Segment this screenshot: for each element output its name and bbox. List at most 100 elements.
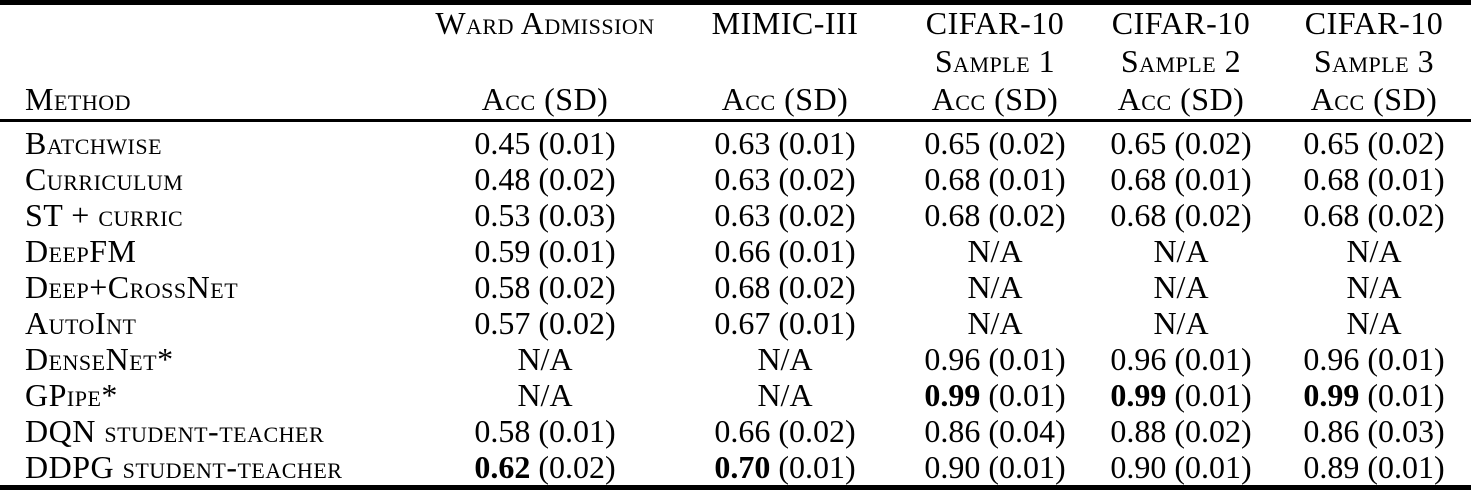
sd-value: (0.02) [988,196,1066,233]
accuracy-value: 0.68 [924,196,981,233]
accuracy-value: N/A [757,376,813,413]
column-header: Acc (SD) [931,81,1059,118]
accuracy-value: 0.90 [924,448,981,485]
sd-value: (0.02) [1174,196,1252,233]
accuracy-value: 0.89 [1303,448,1360,485]
value-cell: 0.68 (0.02) [1085,197,1277,233]
value-cell: 0.68 (0.02) [905,197,1085,233]
method-cell: GPipe* [25,376,118,413]
value-cell: 0.66 (0.02) [665,413,905,449]
table-row: DenseNet* N/A N/A 0.96 (0.01) 0.96 (0.01) 0.9… [0,341,1471,377]
accuracy-value: 0.99 [1303,376,1360,413]
sd-value: (0.01) [988,160,1066,197]
header-row-1: Ward Admission MIMIC-III CIFAR-10 CIFAR-10 C… [0,3,1471,43]
value-cell: 0.58 (0.02) [425,269,665,305]
accuracy-value: N/A [517,340,573,377]
value-cell: N/A [425,341,665,377]
value-cell: N/A [1277,305,1471,341]
value-cell: 0.86 (0.04) [905,413,1085,449]
value-cell: 0.66 (0.01) [665,233,905,269]
accuracy-value: 0.58 [474,268,531,305]
sd-value: (0.01) [1174,340,1252,377]
sd-value: (0.01) [1367,376,1445,413]
table-row: ST + curric 0.53 (0.03) 0.63 (0.02) 0.68 (0… [0,197,1471,233]
value-cell: 0.96 (0.01) [1277,341,1471,377]
column-header: Sample 1 [934,43,1056,79]
accuracy-value: 0.99 [924,376,981,413]
method-cell: ST + curric [25,196,184,233]
sd-value: (0.01) [988,376,1066,413]
accuracy-value: 0.48 [474,160,531,197]
table-row: GPipe* N/A N/A 0.99 (0.01) 0.99 (0.01) 0.99 (… [0,377,1471,413]
value-cell: 0.62 (0.02) [425,449,665,488]
column-header: Acc (SD) [1310,81,1438,118]
sd-value: (0.01) [778,124,856,161]
value-cell: 0.99 (0.01) [905,377,1085,413]
value-cell: 0.68 (0.02) [1277,197,1471,233]
accuracy-value: 0.65 [924,124,981,161]
accuracy-value: 0.62 [474,448,531,485]
value-cell: 0.90 (0.01) [905,449,1085,488]
column-header [425,42,665,81]
column-header: MIMIC-III [711,5,859,41]
method-cell: DeepFM [25,232,137,269]
value-cell: 0.68 (0.01) [905,161,1085,197]
sd-value: (0.01) [1174,160,1252,197]
column-header: CIFAR-10 [1304,5,1444,41]
accuracy-value: 0.67 [714,304,771,341]
sd-value: (0.02) [538,160,616,197]
sd-value: (0.01) [538,232,616,269]
table-body: Batchwise 0.45 (0.01) 0.63 (0.01) 0.65 (0.0… [0,120,1471,487]
value-cell: N/A [905,233,1085,269]
header-row-3: Method Acc (SD) Acc (SD) Acc (SD) Acc (SD) Ac… [0,81,1471,120]
accuracy-value: 0.58 [474,412,531,449]
value-cell: 0.58 (0.01) [425,413,665,449]
column-header: Sample 2 [1120,43,1242,79]
column-header: CIFAR-10 [1111,5,1251,41]
value-cell: 0.96 (0.01) [905,341,1085,377]
sd-value: (0.02) [1367,196,1445,233]
value-cell: N/A [1085,305,1277,341]
value-cell: 0.96 (0.01) [1085,341,1277,377]
accuracy-value: 0.70 [714,448,771,485]
accuracy-value: 0.96 [924,340,981,377]
value-cell: 0.88 (0.02) [1085,413,1277,449]
method-cell: AutoInt [25,304,137,341]
sd-value: (0.01) [778,448,856,485]
method-cell: Batchwise [25,124,163,161]
table-row: DDPG student-teacher 0.62 (0.02) 0.70 (0.0… [0,449,1471,488]
column-header: Sample 3 [1313,43,1435,79]
sd-value: (0.01) [778,304,856,341]
sd-value: (0.03) [1367,412,1445,449]
column-header: Ward Admission [435,5,655,41]
value-cell: 0.86 (0.03) [1277,413,1471,449]
sd-value: (0.02) [538,268,616,305]
value-cell: 0.63 (0.02) [665,197,905,233]
value-cell: 0.57 (0.02) [425,305,665,341]
accuracy-value: 0.90 [1110,448,1167,485]
sd-value: (0.02) [1367,124,1445,161]
accuracy-value: N/A [1153,304,1209,341]
method-column-header [0,3,425,43]
table-row: Batchwise 0.45 (0.01) 0.63 (0.01) 0.65 (0.0… [0,120,1471,161]
table-row: DeepFM 0.59 (0.01) 0.66 (0.01) N/A N/A N/A [0,233,1471,269]
value-cell: 0.63 (0.02) [665,161,905,197]
column-header: Acc (SD) [481,81,609,118]
sd-value: (0.01) [538,124,616,161]
table-head: Ward Admission MIMIC-III CIFAR-10 CIFAR-10 C… [0,3,1471,120]
sd-value: (0.02) [1174,124,1252,161]
accuracy-value: 0.65 [1110,124,1167,161]
sd-value: (0.02) [778,160,856,197]
sd-value: (0.01) [1367,160,1445,197]
accuracy-value: N/A [1346,268,1402,305]
value-cell: 0.63 (0.01) [665,120,905,161]
method-cell: DDPG student-teacher [25,448,343,485]
accuracy-value: 0.59 [474,232,531,269]
table-row: Deep+CrossNet 0.58 (0.02) 0.68 (0.02) N/A N/… [0,269,1471,305]
value-cell: N/A [1277,269,1471,305]
value-cell: 0.45 (0.01) [425,120,665,161]
value-cell: 0.89 (0.01) [1277,449,1471,488]
value-cell: 0.68 (0.02) [665,269,905,305]
sd-value: (0.02) [1174,412,1252,449]
sd-value: (0.02) [778,196,856,233]
